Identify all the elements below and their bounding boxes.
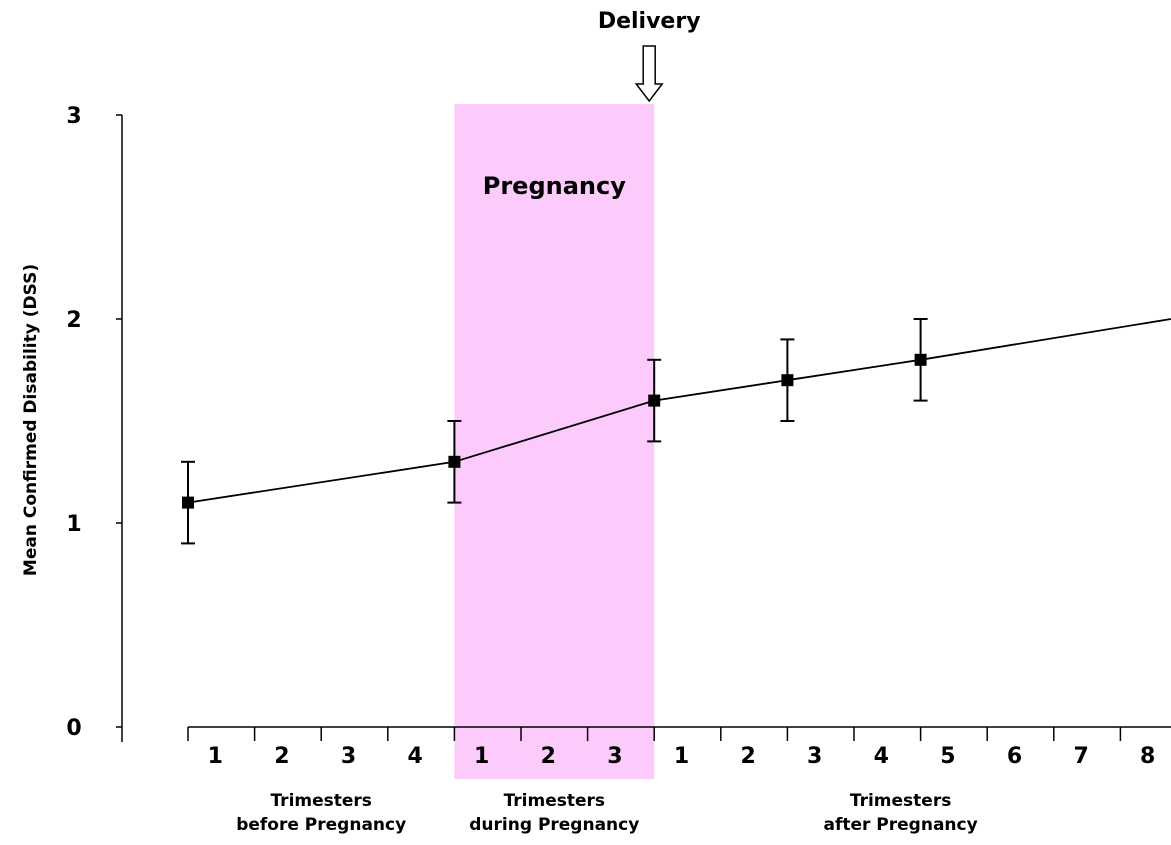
x-tick-label: 1	[474, 744, 489, 769]
x-tick-label: 7	[1073, 744, 1088, 769]
x-tick-label: 3	[807, 744, 822, 769]
pregnancy-label: Pregnancy	[483, 172, 626, 200]
x-tick-label: 2	[274, 744, 289, 769]
data-point-marker	[448, 455, 461, 468]
y-tick-label: 3	[66, 104, 81, 129]
y-tick-label: 1	[66, 512, 81, 537]
x-tick-label: 3	[607, 744, 622, 769]
x-group-label-line1: Trimesters	[850, 791, 951, 811]
pregnancy-region	[454, 104, 655, 779]
delivery-arrow	[634, 45, 664, 103]
x-group-label-line2: before Pregnancy	[236, 815, 406, 835]
x-group-label-line1: Trimesters	[270, 791, 371, 811]
x-tick-label: 1	[674, 744, 689, 769]
x-tick-label: 3	[341, 744, 356, 769]
data-point-marker	[914, 353, 927, 366]
x-tick-label: 4	[407, 744, 422, 769]
y-tick-label: 0	[66, 716, 81, 741]
x-tick-label: 2	[740, 744, 755, 769]
x-tick-label: 5	[940, 744, 955, 769]
y-tick-label: 2	[66, 308, 81, 333]
x-group-label-line2: after Pregnancy	[823, 815, 977, 835]
x-tick-label: 1	[208, 744, 223, 769]
data-point-marker	[781, 374, 794, 387]
x-group-label-line1: Trimesters	[504, 791, 605, 811]
delivery-label: Delivery	[598, 9, 701, 34]
x-tick-label: 6	[1007, 744, 1022, 769]
data-point-marker	[182, 496, 194, 509]
x-group-label-line2: during Pregnancy	[469, 815, 639, 835]
data-point-marker	[648, 394, 661, 407]
x-tick-label: 4	[874, 744, 889, 769]
y-axis-label: Mean Confirmed Disability (DSS)	[21, 264, 41, 576]
x-tick-label: 2	[541, 744, 556, 769]
x-tick-label: 8	[1140, 744, 1155, 769]
series-line	[187, 318, 1171, 504]
